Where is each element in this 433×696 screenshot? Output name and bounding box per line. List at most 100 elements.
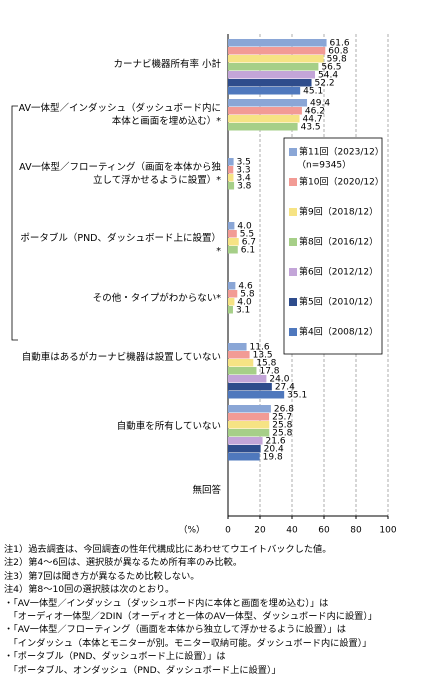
bar	[228, 115, 300, 123]
x-tick-label: 40	[286, 526, 298, 536]
value-label: 17.8	[259, 367, 279, 377]
legend-swatch	[289, 328, 297, 336]
bar	[228, 290, 238, 298]
bar	[228, 421, 270, 429]
value-label: 5.8	[240, 290, 255, 300]
bar	[228, 63, 319, 71]
notes: 注1）過去調査は、今回調査の性年代構成比にあわせてウエイトバックした値。 注2）第…	[4, 543, 432, 677]
bar	[228, 39, 327, 47]
bar	[228, 437, 263, 445]
bar	[228, 282, 236, 290]
category-label: カーナビ機器所有率 小計	[113, 59, 221, 70]
bar	[228, 55, 324, 63]
bar	[228, 87, 301, 95]
x-tick-label: 60	[318, 526, 330, 536]
category-label: AV一体型／フローティング（画面を本体から独立して浮かせるように設置）*	[19, 162, 221, 186]
value-label: 56.5	[321, 63, 341, 73]
bar	[228, 359, 254, 367]
legend-label: 第4回（2008/12）	[299, 326, 378, 338]
legend-swatch	[289, 178, 297, 186]
note: 注4）第8～10回の選択肢は次のとおり。	[4, 584, 175, 596]
bar	[228, 99, 308, 107]
value-label: 26.8	[274, 405, 294, 415]
legend-label: 第5回（2010/12）	[299, 296, 378, 308]
value-label: 25.8	[272, 421, 292, 431]
category-label: ポータブル（PND、ダッシュボード上に設置）*	[20, 233, 221, 257]
note: 「インダッシュ（本体とモニターが別。モニター収納可能。ダッシュボード内に設置）」	[4, 637, 372, 649]
note: ・「AV一体型／インダッシュ（ダッシュボード内に本体と画面を埋め込む）」は	[4, 597, 329, 609]
value-label: 6.1	[241, 246, 255, 256]
bar	[228, 343, 247, 351]
value-label: 21.6	[266, 437, 286, 447]
value-label: 45.1	[303, 87, 323, 97]
value-label: 27.4	[275, 383, 295, 393]
legend-swatch	[289, 298, 297, 306]
value-label: 5.5	[240, 230, 254, 240]
bar	[228, 351, 250, 359]
value-label: 35.1	[287, 391, 307, 401]
bar	[228, 107, 302, 115]
note: 注3）第7回は聞き方が異なるため比較しない。	[4, 570, 200, 582]
chart: （%） 0 20 40 60 80 100 61.660.859.856.554.452.2…	[11, 34, 397, 536]
value-label: 25.8	[272, 429, 292, 439]
bar	[228, 222, 235, 230]
value-label: 54.4	[318, 71, 338, 81]
legend-box	[283, 137, 383, 355]
bar	[228, 238, 239, 246]
category-label: 自動車はあるがカーナビ機器は設置していない	[21, 352, 221, 363]
x-tick-label: 0	[225, 526, 231, 536]
legend-note: （n=9345）	[297, 160, 351, 171]
x-tick-label: 100	[379, 526, 396, 536]
note: 「ポータブル、オンダッシュ（PND、ダッシュボード上に設置）」	[4, 664, 281, 676]
bar	[228, 367, 257, 375]
bar	[228, 182, 235, 190]
value-label: 49.4	[310, 99, 330, 109]
legend-label: 第9回（2018/12）	[299, 206, 378, 218]
value-label: 4.0	[237, 298, 252, 308]
bar	[228, 413, 270, 421]
value-label: 43.5	[301, 123, 321, 133]
bar	[228, 71, 316, 79]
value-label: 4.6	[238, 282, 253, 292]
note: 「オーディオ一体型／2DIN（オーディオと一体のAV一体型、ダッシュボード内に設…	[4, 611, 378, 623]
note: ・「AV一体型／フローティング（画面を本体から独立して浮かせるように設置）」は	[4, 624, 346, 636]
value-label: 59.8	[327, 55, 347, 65]
bar	[228, 123, 298, 131]
value-label: 44.7	[303, 115, 323, 125]
bar	[228, 429, 270, 437]
legend-swatch	[289, 148, 297, 156]
bar	[228, 230, 237, 238]
category-label: その他・タイプがわからない*	[92, 293, 221, 304]
bracket	[11, 105, 18, 341]
note: ・「ポータブル（PND、ダッシュボード上に設置）」は	[4, 651, 226, 663]
note: 注1）過去調査は、今回調査の性年代構成比にあわせてウエイトバックした値。	[4, 544, 332, 555]
value-label: 15.8	[256, 359, 276, 369]
bar	[228, 158, 234, 166]
bar	[228, 375, 267, 383]
category-label: 自動車を所有していない	[116, 421, 221, 432]
value-label: 3.5	[237, 158, 251, 168]
bar	[228, 405, 271, 413]
category-label: AV一体型／インダッシュ（ダッシュボード内に本体と画面を埋め込む）*	[18, 103, 221, 127]
value-label: 60.8	[328, 47, 348, 57]
value-label: 3.3	[236, 166, 250, 176]
category-label: 無回答	[192, 485, 221, 496]
note: 注2）第4～6回は、選択肢が異なるため所有率のみ比較。	[4, 557, 243, 569]
value-label: 46.2	[305, 107, 325, 117]
value-label: 4.0	[237, 222, 252, 232]
value-label: 20.4	[264, 445, 284, 455]
bar	[228, 383, 272, 391]
legend-label: 第11回（2023/12）	[299, 146, 384, 158]
bar	[228, 391, 285, 399]
value-label: 3.1	[236, 306, 250, 316]
bar	[228, 174, 234, 182]
legend-label: 第8回（2016/12）	[299, 236, 378, 248]
legend-label: 第10回（2020/12）	[299, 176, 384, 188]
x-axis-label: （%）	[178, 525, 205, 536]
legend-label: 第6回（2012/12）	[299, 266, 378, 278]
bar	[228, 453, 260, 461]
bar	[228, 246, 238, 254]
bar	[228, 445, 261, 453]
legend-swatch	[289, 208, 297, 216]
